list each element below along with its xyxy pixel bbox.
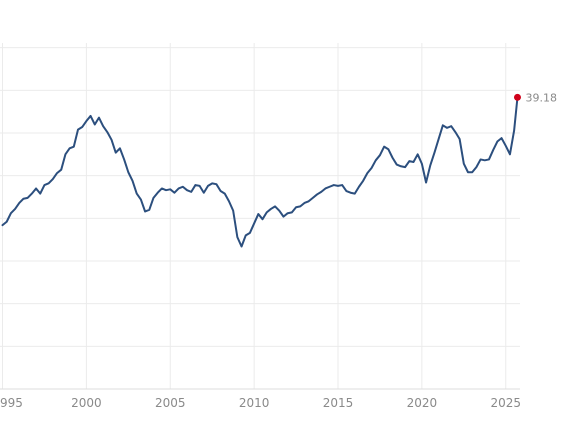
x-tick-label: 2020 xyxy=(407,396,438,410)
x-tick-label: 2015 xyxy=(323,396,354,410)
grid-lines xyxy=(0,43,520,389)
x-tick-label: 2010 xyxy=(239,396,270,410)
series-line xyxy=(1,96,519,248)
x-tick-label: 995 xyxy=(0,396,23,410)
x-tick-label: 2000 xyxy=(71,396,102,410)
x-tick-label: 2005 xyxy=(155,396,186,410)
last-value-label: 39.18 xyxy=(525,91,557,104)
last-value-marker xyxy=(513,93,521,101)
x-tick-labels: 995 2000 2005 2010 2015 2020 2025 xyxy=(0,396,521,410)
x-tick-label: 2025 xyxy=(490,396,521,410)
